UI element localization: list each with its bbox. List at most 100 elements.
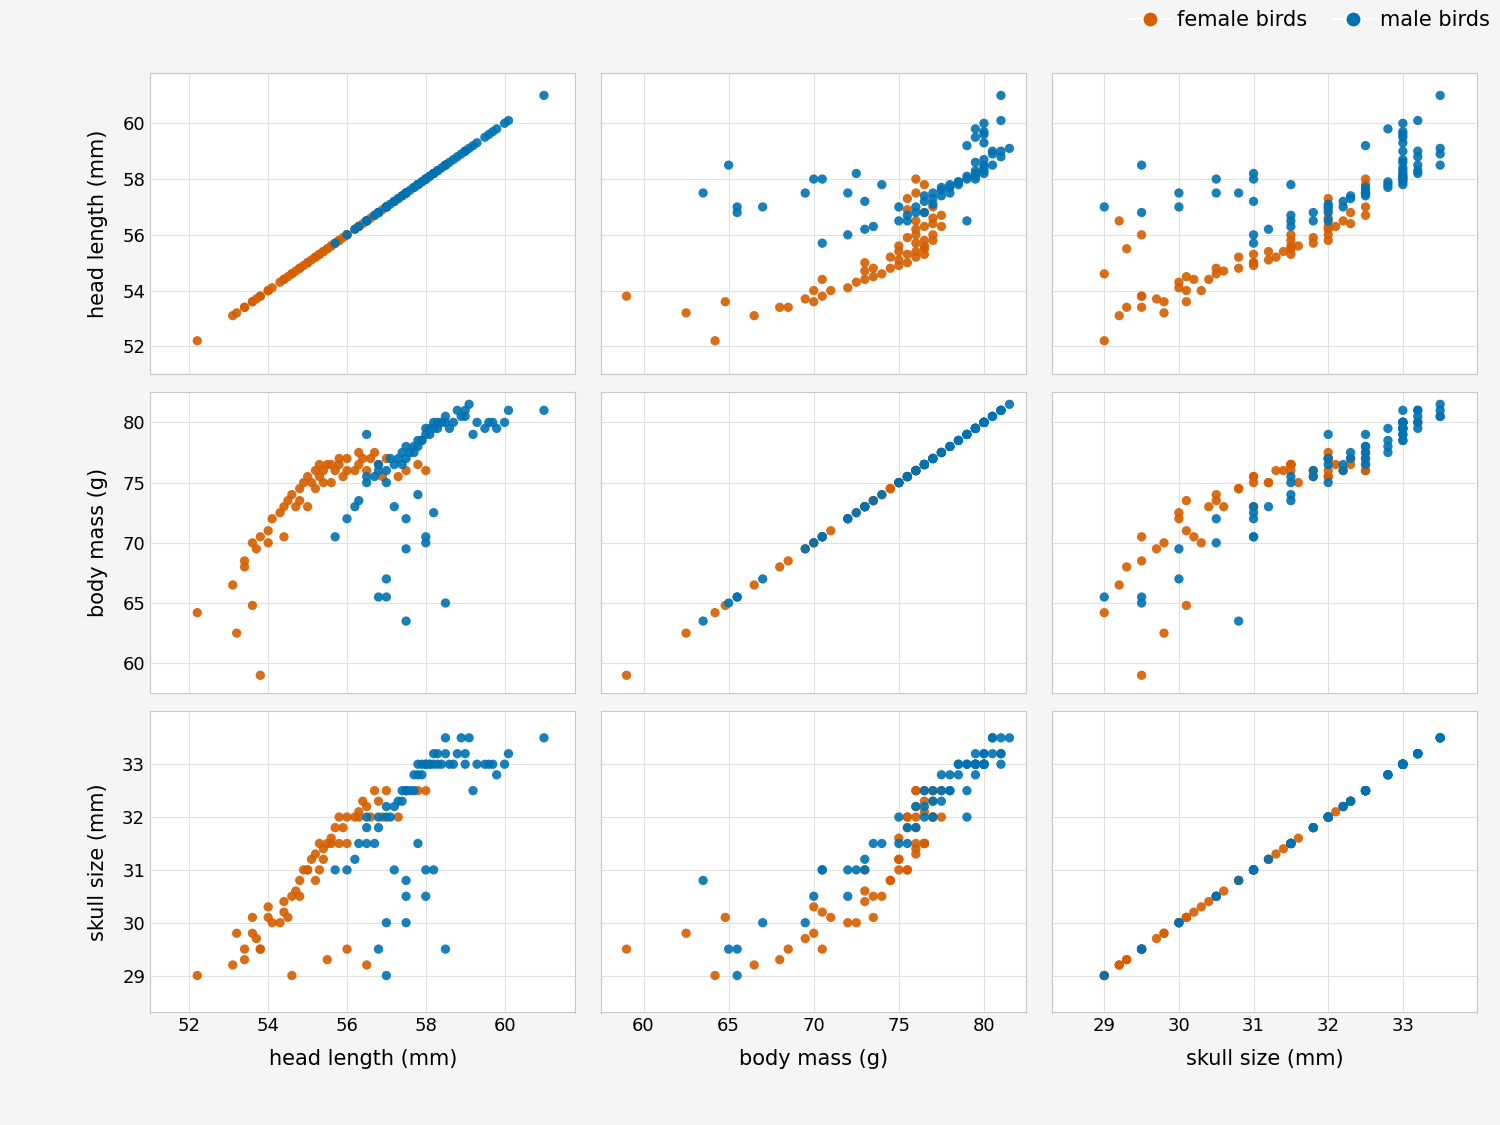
Point (260, 510, 284, 528)
Point (988, 147, 1012, 165)
Point (1353, 176, 1377, 194)
Point (1390, 755, 1414, 773)
Point (972, 755, 996, 773)
Point (1428, 729, 1452, 747)
Point (692, 612, 715, 630)
Point (220, 956, 245, 974)
Point (674, 925, 698, 943)
Point (417, 168, 441, 186)
Point (861, 835, 885, 853)
Point (334, 702, 358, 720)
Point (938, 438, 962, 456)
Point (972, 755, 996, 773)
Point (394, 450, 418, 468)
Point (1330, 456, 1354, 474)
Point (896, 190, 920, 208)
Point (886, 474, 910, 492)
Point (1174, 492, 1198, 510)
Point (1390, 142, 1414, 160)
Point (1130, 940, 1154, 958)
Point (963, 420, 987, 438)
Point (904, 461, 928, 479)
Point (904, 212, 928, 230)
Point (256, 281, 280, 299)
Point (1257, 850, 1281, 868)
X-axis label: head length (mm): head length (mm) (268, 1050, 458, 1069)
Point (1323, 456, 1347, 474)
Point (244, 929, 268, 947)
Point (438, 755, 462, 773)
Point (886, 243, 910, 261)
Point (417, 755, 441, 773)
Point (912, 456, 936, 474)
Point (1390, 755, 1414, 773)
Point (346, 456, 370, 474)
Point (724, 588, 748, 606)
Point (1107, 307, 1131, 325)
Point (249, 940, 273, 958)
Point (810, 528, 834, 546)
Point (382, 798, 406, 816)
Point (1280, 237, 1304, 255)
Point (417, 755, 441, 773)
Point (861, 492, 885, 510)
Point (1302, 819, 1326, 837)
Point (390, 792, 414, 810)
Point (972, 755, 996, 773)
Point (1316, 808, 1340, 826)
Point (1338, 215, 1362, 233)
Point (458, 140, 482, 158)
Point (896, 254, 920, 272)
Point (704, 332, 728, 350)
Point (375, 914, 399, 932)
Point (272, 528, 296, 546)
Point (938, 766, 962, 784)
Point (886, 835, 910, 853)
Point (1287, 237, 1311, 255)
Point (458, 729, 482, 747)
Point (853, 497, 877, 515)
Point (386, 450, 410, 468)
Point (776, 940, 800, 958)
Point (1092, 966, 1116, 984)
Point (354, 212, 378, 230)
Point (1353, 782, 1377, 800)
Point (366, 456, 390, 474)
Point (480, 413, 504, 431)
Point (1130, 298, 1154, 316)
Point (912, 245, 936, 263)
Point (422, 745, 446, 763)
Point (394, 888, 418, 906)
Point (433, 156, 457, 174)
Point (870, 176, 894, 194)
Point (240, 292, 264, 310)
Point (904, 226, 928, 244)
Point (268, 914, 292, 932)
Point (1406, 111, 1429, 129)
Point (742, 307, 766, 325)
Point (1353, 198, 1377, 216)
Point (946, 755, 970, 773)
Point (394, 782, 418, 800)
Point (912, 456, 936, 474)
Point (886, 198, 910, 216)
Point (972, 115, 996, 133)
Point (904, 835, 928, 853)
Point (861, 259, 885, 277)
Point (904, 243, 928, 261)
Point (1280, 212, 1304, 230)
Point (334, 461, 358, 479)
Point (1280, 245, 1304, 263)
Point (291, 861, 315, 879)
Point (981, 142, 1005, 160)
Point (904, 461, 928, 479)
Point (1316, 217, 1340, 235)
Point (334, 226, 358, 244)
Point (382, 456, 406, 474)
Point (674, 624, 698, 642)
Point (1390, 432, 1414, 450)
Point (1107, 956, 1131, 974)
Point (810, 528, 834, 546)
Point (921, 450, 945, 468)
Point (912, 792, 936, 810)
